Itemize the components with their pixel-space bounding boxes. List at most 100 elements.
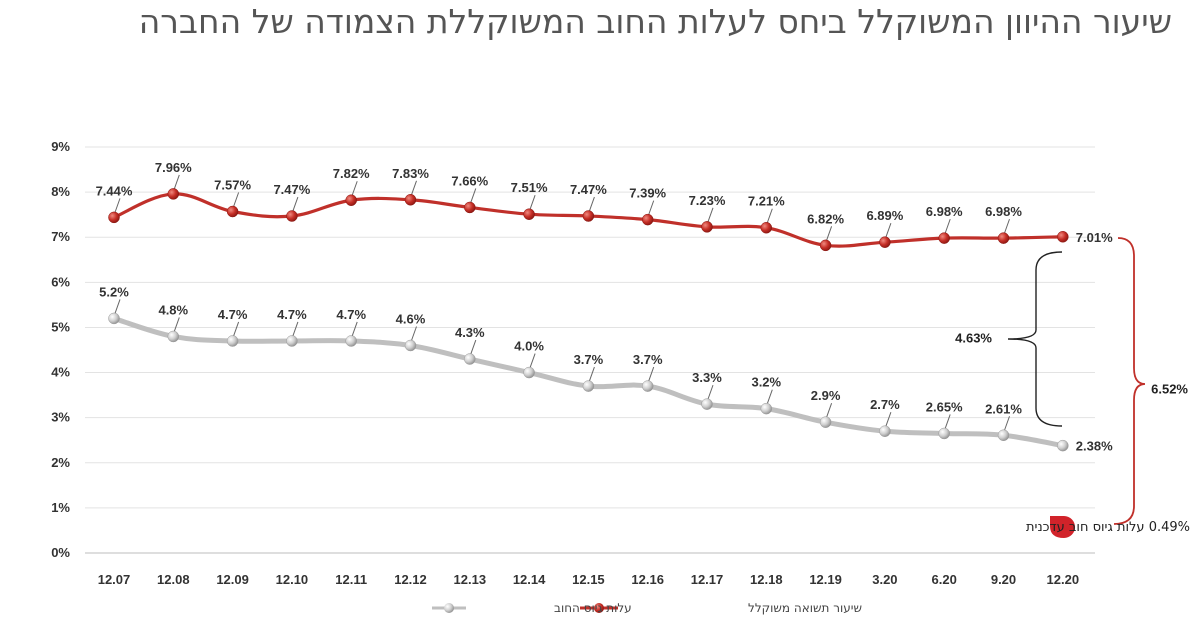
data-point[interactable] (523, 366, 535, 379)
data-point[interactable] (701, 398, 713, 410)
data-label: 3.7% (633, 352, 663, 367)
data-point[interactable] (464, 201, 476, 214)
leader-line (826, 403, 833, 418)
y-axis: 0% 1% 2% 3% 4% 5% 6% 7% 8% 9% (51, 139, 70, 560)
data-point[interactable] (1057, 231, 1069, 243)
leader-line (233, 321, 240, 337)
data-point[interactable] (938, 232, 950, 244)
leader-line (411, 180, 417, 195)
x-tick-label: 9.20 (991, 572, 1016, 587)
data-point[interactable] (167, 188, 180, 200)
data-label: 6.98% (985, 204, 1022, 219)
data-point[interactable] (108, 211, 120, 224)
y-tick-label: 2% (51, 455, 70, 470)
data-label: 2.38% (1076, 439, 1113, 454)
data-point[interactable] (641, 380, 654, 392)
y-tick-label: 4% (51, 365, 70, 380)
spread-brace (1007, 251, 1063, 427)
x-tick-label: 12.09 (216, 572, 249, 587)
series-debt-cost: 5.2% 4.8% 4.7% 4.7% 4.7% 4.6% 4.3% 4.0% 3.7% 3.7%… (99, 284, 1113, 453)
data-point[interactable] (760, 402, 773, 415)
data-point[interactable] (286, 210, 298, 222)
y-tick-label: 9% (51, 139, 70, 154)
data-point[interactable] (404, 194, 417, 206)
data-label: 6.82% (807, 211, 844, 226)
data-point[interactable] (286, 335, 298, 347)
x-tick-label: 3.20 (872, 572, 897, 587)
legend-item-debt-cost[interactable]: עלות גיוס החוב (432, 601, 632, 615)
data-point[interactable] (523, 208, 535, 220)
data-label: 7.01% (1076, 230, 1113, 245)
x-tick-label: 12.13 (454, 572, 487, 587)
leader-line (529, 353, 536, 368)
data-label: 7.82% (333, 166, 370, 181)
data-point[interactable] (641, 213, 654, 226)
leader-line (470, 188, 477, 203)
data-point[interactable] (226, 205, 239, 218)
leader-line (351, 181, 358, 196)
data-label: 4.8% (158, 302, 188, 317)
leader-line (1004, 416, 1010, 431)
data-label: 6.89% (866, 208, 903, 223)
data-point[interactable] (997, 429, 1010, 442)
data-label: 7.96% (155, 160, 192, 175)
y-tick-label: 0% (51, 545, 70, 560)
data-point[interactable] (226, 335, 239, 347)
data-label: 7.39% (629, 186, 666, 201)
data-point[interactable] (1057, 439, 1069, 452)
data-label: 4.6% (396, 311, 426, 326)
y-tick-label: 1% (51, 500, 70, 515)
data-label: 4.7% (336, 307, 366, 322)
y-tick-label: 3% (51, 410, 70, 425)
data-point[interactable] (582, 380, 595, 392)
data-point[interactable] (404, 339, 417, 352)
data-label: 7.21% (748, 194, 785, 209)
data-label: 4.3% (455, 325, 485, 340)
data-point[interactable] (582, 210, 595, 222)
data-label: 2.65% (926, 399, 963, 414)
annotations: 4.63% 6.52% 0.49% עלות גיוס חוב עדכנית (955, 237, 1190, 538)
leader-line (351, 321, 358, 337)
legend-label-weighted-yield: שיעור תשואה משוקלל (748, 601, 862, 615)
data-point[interactable] (701, 221, 713, 233)
data-point[interactable] (760, 221, 773, 234)
y-tick-label: 6% (51, 274, 70, 289)
data-label: 7.47% (273, 182, 310, 197)
data-point[interactable] (108, 312, 120, 325)
leader-line (648, 200, 655, 215)
data-label: 3.7% (574, 352, 604, 367)
data-label: 7.47% (570, 182, 607, 197)
leader-line (707, 207, 714, 223)
total-gap-label: 6.52% (1151, 381, 1188, 396)
x-tick-label: 12.10 (276, 572, 309, 587)
leader-line (707, 384, 714, 400)
leader-line (292, 196, 299, 212)
x-tick-label: 12.15 (572, 572, 605, 587)
grid-lines (85, 146, 1095, 554)
data-point[interactable] (938, 427, 950, 440)
data-label: 3.3% (692, 370, 722, 385)
data-point[interactable] (464, 353, 476, 365)
x-tick-label: 12.18 (750, 572, 783, 587)
data-point[interactable] (345, 194, 357, 206)
data-point[interactable] (819, 416, 832, 428)
data-point[interactable] (819, 239, 832, 252)
data-label: 2.9% (811, 388, 841, 403)
x-tick-label: 12.19 (809, 572, 842, 587)
leader-line (233, 192, 240, 207)
data-label: 2.7% (870, 397, 900, 412)
latest-debt-marker (1050, 516, 1075, 538)
leader-line (648, 366, 655, 382)
legend-item-weighted-yield[interactable]: שיעור תשואה משוקלל (580, 601, 862, 615)
leader-line (588, 196, 595, 212)
x-axis: 12.07 12.08 12.09 12.10 12.11 12.12 12.13 12.14… (98, 572, 1079, 587)
data-point[interactable] (879, 425, 891, 437)
total-gap-brace (1113, 237, 1146, 525)
data-point[interactable] (167, 330, 180, 343)
data-label: 2.61% (985, 401, 1022, 416)
series-lines: 7.44% 7.96% 7.57% 7.47% 7.82% 7.83% 7.66% 7.51%… (96, 160, 1114, 454)
data-point[interactable] (997, 232, 1010, 244)
data-point[interactable] (345, 335, 357, 347)
data-label: 7.83% (392, 166, 429, 181)
data-point[interactable] (879, 236, 891, 248)
